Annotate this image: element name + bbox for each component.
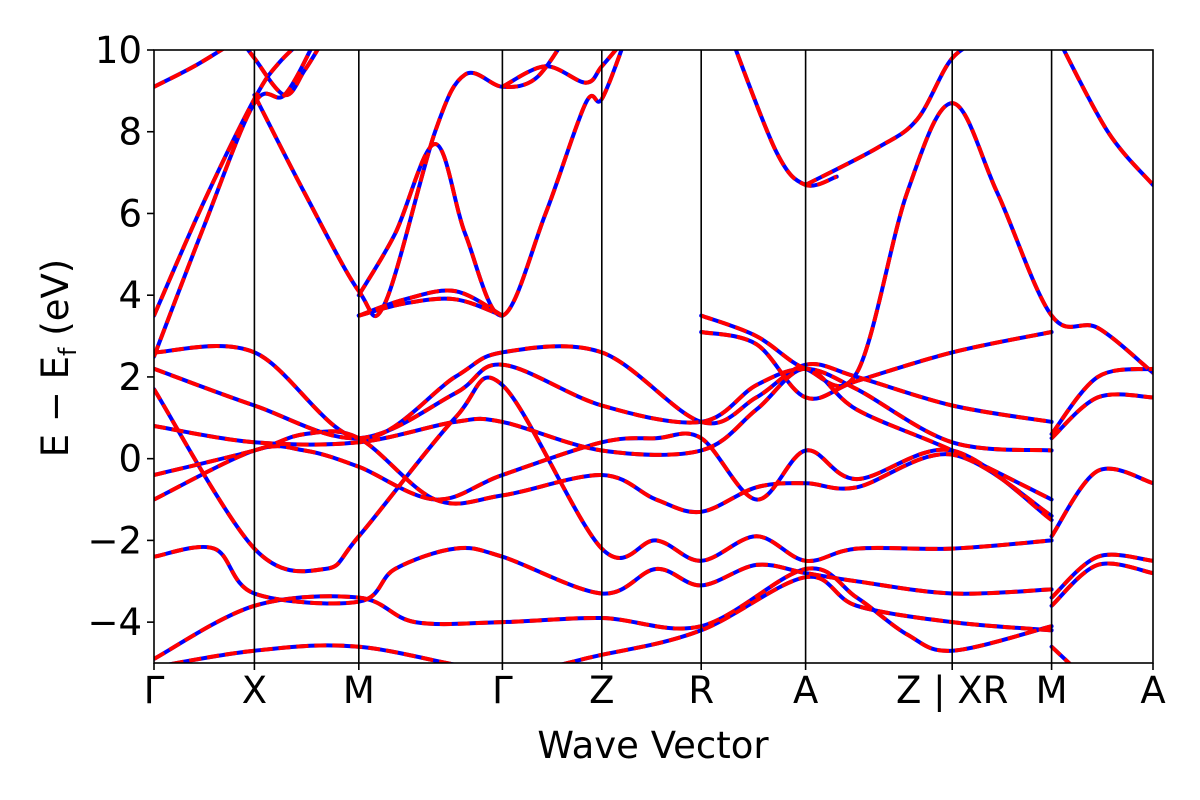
x-tick-label-10: A	[1140, 669, 1165, 712]
band-line-2-19	[154, 431, 1053, 522]
band-line-2-25	[1050, 366, 1153, 436]
y-tick-label-1: 10	[95, 29, 142, 72]
band-line-1-1	[154, 50, 295, 318]
y-tick-label-6: 0	[118, 438, 142, 481]
band-line-2-2	[154, 50, 313, 358]
band-line-2-23	[165, 574, 1052, 663]
band-line-2-13	[733, 50, 838, 188]
y-tick-label-8: −4	[87, 601, 142, 644]
x-tick-label-5: Z	[589, 669, 614, 712]
y-axis-label-sub: f	[54, 347, 82, 356]
band-line-2-1	[154, 50, 295, 317]
x-tick-label-9: M	[1036, 669, 1068, 712]
band-line-2-5	[252, 50, 561, 319]
band-line-2-9	[501, 50, 619, 89]
y-axis-label: E − Ef (eV)	[34, 259, 82, 457]
band-line-2-17	[154, 366, 1053, 502]
band-line-1-14	[1061, 50, 1153, 187]
band-line-1-17	[154, 366, 1054, 502]
band-line-2-20	[154, 375, 1052, 574]
x-tick-label-4: Γ	[492, 669, 513, 712]
plot-content	[154, 50, 1153, 663]
band-line-2-16	[154, 362, 1052, 453]
x-tick-label-3: M	[343, 669, 375, 712]
band-line-2-22	[154, 566, 1053, 661]
y-axis-label-main: E − E	[34, 356, 77, 457]
high-symmetry-lines	[253, 50, 1053, 663]
x-axis-label: Wave Vector	[537, 724, 769, 767]
x-tick-label-1: Γ	[144, 669, 165, 712]
y-tick-label-3: 6	[118, 192, 142, 235]
band-line-1-9	[500, 50, 619, 89]
x-tick-label-2: X	[242, 669, 267, 712]
band-line-2-27	[1050, 552, 1153, 600]
series-2	[154, 50, 1153, 663]
x-tick-label-6: R	[688, 669, 714, 712]
band-line-2-6	[357, 50, 624, 318]
band-line-1-26	[1049, 466, 1153, 539]
band-line-2-14	[1061, 50, 1153, 187]
band-line-2-8	[358, 296, 504, 318]
y-axis: 10 8 6 4 2 0 −2 −4	[87, 29, 154, 644]
band-line-1-24	[1049, 392, 1153, 441]
band-line-2-11	[700, 330, 1053, 401]
x-axis: Γ X M Γ Z R A Z | XR M A	[144, 663, 1166, 712]
band-line-2-12	[804, 50, 966, 187]
y-tick-label-5: 2	[118, 356, 142, 399]
band-line-2-3	[154, 50, 225, 89]
band-line-2-15	[154, 344, 1052, 441]
x-tick-label-8: Z | XR	[896, 669, 1008, 712]
band-line-1-21	[154, 545, 1054, 606]
band-line-2-29	[1050, 645, 1072, 663]
band-line-1-4	[245, 50, 320, 98]
band-line-1-12	[803, 50, 966, 187]
band-line-2-4	[245, 50, 320, 98]
y-tick-label-7: −2	[87, 519, 142, 562]
y-tick-label-4: 4	[118, 274, 142, 317]
band-line-1-6	[356, 50, 624, 318]
band-line-1-28	[1049, 561, 1153, 608]
series-1	[154, 50, 1153, 663]
band-line-2-26	[1049, 466, 1153, 538]
x-tick-label-7: A	[793, 669, 818, 712]
y-tick-label-2: 8	[118, 111, 142, 154]
plot-frame	[153, 49, 1154, 664]
band-line-1-18	[154, 429, 1054, 518]
band-line-2-24	[1050, 392, 1153, 440]
y-axis-label-unit: (eV)	[34, 259, 77, 348]
band-line-2-10	[700, 101, 1153, 389]
band-line-2-28	[1050, 561, 1153, 608]
